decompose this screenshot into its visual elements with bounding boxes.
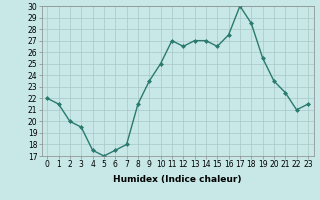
- X-axis label: Humidex (Indice chaleur): Humidex (Indice chaleur): [113, 175, 242, 184]
